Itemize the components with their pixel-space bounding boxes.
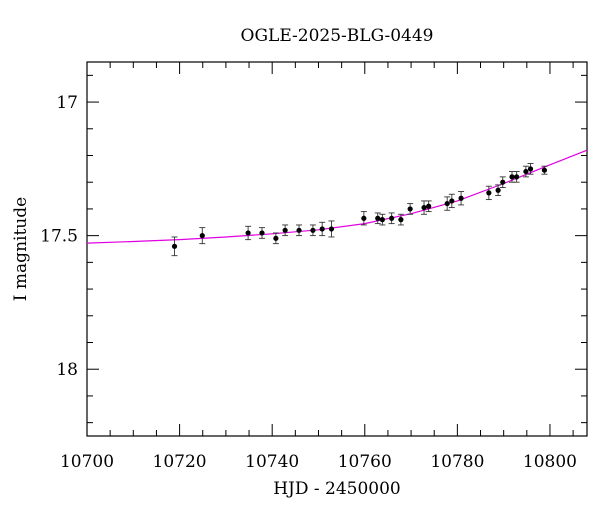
data-point xyxy=(310,227,316,233)
plot-area: 10700 10720 10740 10760 10780 10800 17 17.5 18 xyxy=(40,61,588,472)
data-point xyxy=(541,167,548,173)
data-point xyxy=(449,198,455,204)
data-point xyxy=(245,230,251,236)
x-tick-label: 10760 xyxy=(338,452,392,472)
data-point xyxy=(199,233,205,239)
x-axis-label: HJD - 2450000 xyxy=(273,479,401,499)
data-point xyxy=(407,206,413,212)
data-point xyxy=(171,243,178,249)
data-point xyxy=(296,227,302,233)
data-point xyxy=(444,200,450,207)
data-point xyxy=(527,166,534,172)
x-tick-label: 10800 xyxy=(523,452,577,472)
data-point xyxy=(398,217,404,223)
y-tick-label: 17 xyxy=(56,93,78,113)
x-tick-label: 10700 xyxy=(60,452,114,472)
y-axis-label: I magnitude xyxy=(11,197,31,301)
data-point xyxy=(486,190,492,196)
data-point xyxy=(328,226,335,232)
model-curve xyxy=(86,149,588,244)
data-point xyxy=(389,215,395,221)
x-tick-label: 10720 xyxy=(153,452,207,472)
data-point xyxy=(379,217,385,223)
data-point xyxy=(421,204,427,211)
data-point xyxy=(523,168,529,175)
y-tick-label: 18 xyxy=(56,360,78,380)
data-point xyxy=(426,203,432,209)
data-point xyxy=(514,174,520,180)
data-point xyxy=(500,179,506,185)
data-point xyxy=(273,235,279,241)
x-tick-label: 10780 xyxy=(430,452,484,472)
data-point xyxy=(361,215,367,221)
x-tick-label: 10740 xyxy=(245,452,299,472)
data-point xyxy=(509,174,515,180)
y-tick-label: 17.5 xyxy=(40,227,78,247)
data-point xyxy=(375,215,381,221)
data-point xyxy=(458,195,464,201)
data-point xyxy=(259,230,265,236)
plot-frame xyxy=(86,61,588,437)
chart-title: OGLE-2025-BLG-0449 xyxy=(241,26,434,46)
data-point xyxy=(282,227,288,233)
data-point xyxy=(319,226,325,232)
data-point xyxy=(495,187,501,193)
